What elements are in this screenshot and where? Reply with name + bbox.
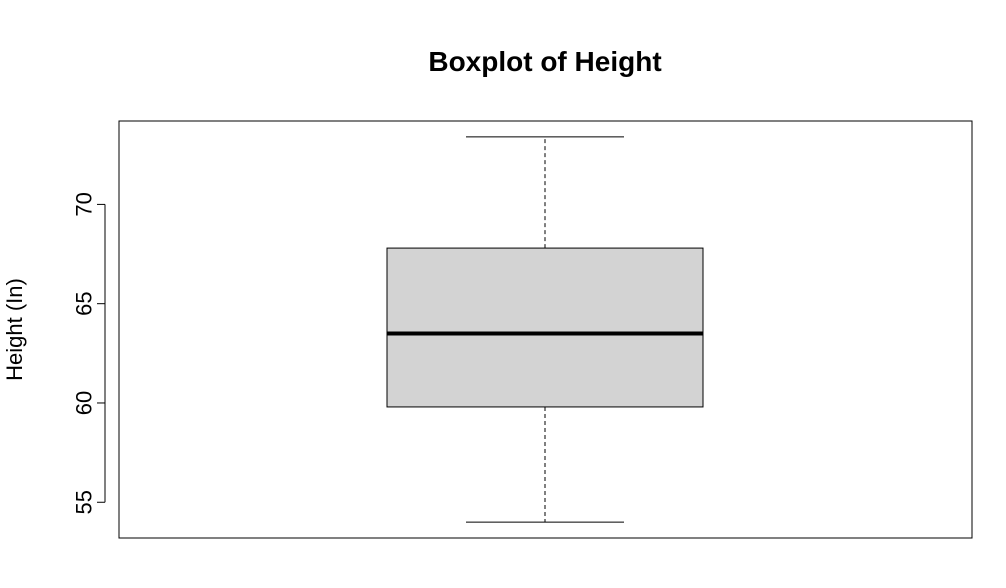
chart-title: Boxplot of Height	[428, 46, 661, 77]
y-tick-label: 60	[72, 391, 97, 415]
box-group	[386, 136, 704, 523]
y-tick-label: 70	[72, 192, 97, 216]
y-tick-label: 65	[72, 291, 97, 315]
y-axis-label: Height (In)	[2, 278, 27, 381]
y-axis: 55 60 65 70	[72, 192, 106, 514]
y-tick-label: 55	[72, 490, 97, 514]
plot-frame	[118, 120, 973, 539]
iqr-box	[386, 247, 704, 408]
